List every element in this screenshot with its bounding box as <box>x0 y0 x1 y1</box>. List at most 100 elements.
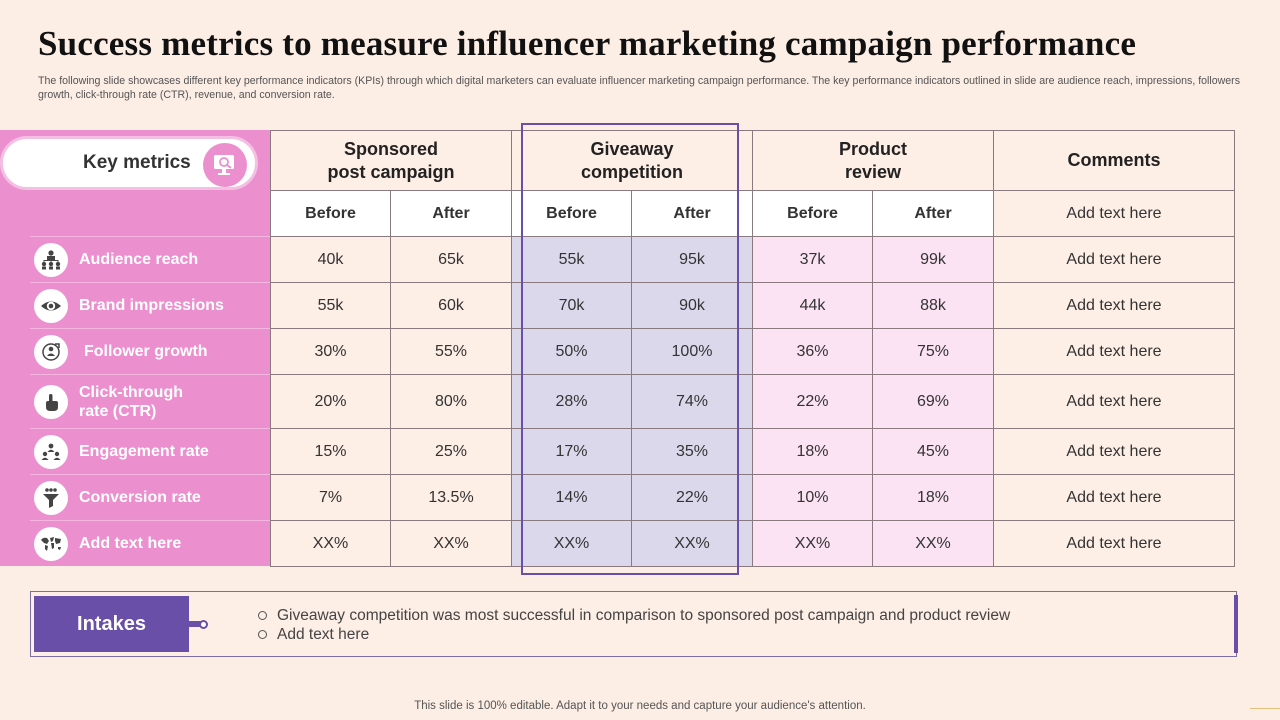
eye-icon <box>34 288 68 323</box>
value-cell: XX% <box>511 520 632 567</box>
value-cell: 37k <box>752 236 873 283</box>
header-product-review: Product review <box>752 130 994 191</box>
list-item: Add text here <box>256 625 1010 644</box>
value-cell: 20% <box>270 374 391 429</box>
comment-cell: Add text here <box>993 474 1235 521</box>
header-line: Product <box>838 138 907 159</box>
monitor-search-icon <box>203 143 247 187</box>
row-label-line1: Click-through <box>79 383 183 401</box>
people-group-icon <box>34 434 68 469</box>
comment-cell: Add text here <box>993 374 1235 429</box>
subheader-before: Before <box>270 190 391 237</box>
value-cell: 13.5% <box>390 474 512 521</box>
value-cell: 99k <box>872 236 994 283</box>
value-cell: 100% <box>631 328 753 375</box>
bullet-text: Giveaway competition was most successful… <box>277 607 1011 624</box>
value-cell: XX% <box>752 520 873 567</box>
value-cell: 75% <box>872 328 994 375</box>
row-label-line2: rate (CTR) <box>79 402 157 420</box>
slide-title: Success metrics to measure influencer ma… <box>38 24 1137 63</box>
bullet-text: Add text here <box>277 626 370 643</box>
intakes-label: Intakes <box>34 596 189 652</box>
corner-line <box>1250 708 1280 709</box>
subheader-after: After <box>631 190 753 237</box>
metrics-column <box>30 130 270 566</box>
value-cell: 22% <box>631 474 753 521</box>
value-cell: 40k <box>270 236 391 283</box>
header-line: post campaign <box>327 161 455 182</box>
row-label-follower-growth: Follower growth <box>30 328 270 374</box>
value-cell: 55% <box>390 328 512 375</box>
value-cell: 35% <box>631 428 753 475</box>
value-cell: XX% <box>631 520 753 567</box>
subheader-row: Before After Before After Before After A… <box>270 190 1235 237</box>
subheader-before: Before <box>752 190 873 237</box>
metrics-table: Sponsored post campaign Giveaway competiti… <box>270 130 1235 567</box>
value-cell: 44k <box>752 282 873 329</box>
bullet-circle-icon <box>258 630 267 639</box>
value-cell: 55k <box>270 282 391 329</box>
value-cell: 80% <box>390 374 512 429</box>
value-cell: 55k <box>511 236 632 283</box>
intakes-box <box>30 591 1237 657</box>
row-label-audience-reach: Audience reach <box>30 236 270 282</box>
comment-cell: Add text here <box>993 328 1235 375</box>
header-line: competition <box>581 161 683 182</box>
row-label-text: Brand impressions <box>79 297 224 314</box>
row-label-text: Engagement rate <box>79 443 209 460</box>
world-map-icon <box>34 526 68 561</box>
hand-pointer-icon <box>34 384 68 419</box>
left-accent-band <box>0 130 30 566</box>
subheader-after: After <box>390 190 512 237</box>
value-cell: 15% <box>270 428 391 475</box>
table-row: 55k 60k 70k 90k 44k 88k Add text here <box>270 282 1235 329</box>
intakes-connector <box>189 621 203 627</box>
header-line: Sponsored <box>343 138 438 159</box>
value-cell: 45% <box>872 428 994 475</box>
intakes-connector-dot <box>199 620 208 629</box>
footer-note: This slide is 100% editable. Adapt it to… <box>414 700 866 712</box>
header-comments: Comments <box>993 130 1235 191</box>
subheader-comment: Add text here <box>993 190 1235 237</box>
intakes-bullets: Giveaway competition was most successful… <box>256 606 1010 644</box>
value-cell: 22% <box>752 374 873 429</box>
slide-subtitle: The following slide showcases different … <box>38 75 1241 101</box>
table-row: 20% 80% 28% 74% 22% 69% Add text here <box>270 374 1235 429</box>
row-label-ctr: Click-through rate (CTR) <box>30 374 270 428</box>
row-label-add-text: Add text here <box>30 520 270 566</box>
value-cell: 7% <box>270 474 391 521</box>
funnel-icon <box>34 480 68 515</box>
header-giveaway: Giveaway competition <box>511 130 753 191</box>
value-cell: XX% <box>390 520 512 567</box>
value-cell: 36% <box>752 328 873 375</box>
table-row: 40k 65k 55k 95k 37k 99k Add text here <box>270 236 1235 283</box>
value-cell: 14% <box>511 474 632 521</box>
value-cell: 60k <box>390 282 512 329</box>
value-cell: 18% <box>752 428 873 475</box>
table-row: 7% 13.5% 14% 22% 10% 18% Add text here <box>270 474 1235 521</box>
row-label-engagement-rate: Engagement rate <box>30 428 270 474</box>
header-line: Giveaway <box>590 138 674 159</box>
value-cell: 74% <box>631 374 753 429</box>
bullet-circle-icon <box>258 611 267 620</box>
table-header-row: Sponsored post campaign Giveaway competiti… <box>270 130 1235 191</box>
table-row: XX% XX% XX% XX% XX% XX% Add text here <box>270 520 1235 567</box>
key-metrics-pill: Key metrics <box>0 136 258 190</box>
value-cell: 17% <box>511 428 632 475</box>
row-label-text: Add text here <box>79 535 182 552</box>
value-cell: 70k <box>511 282 632 329</box>
table-row: 15% 25% 17% 35% 18% 45% Add text here <box>270 428 1235 475</box>
value-cell: 18% <box>872 474 994 521</box>
value-cell: 88k <box>872 282 994 329</box>
value-cell: 65k <box>390 236 512 283</box>
value-cell: 95k <box>631 236 753 283</box>
growth-icon <box>34 334 68 369</box>
value-cell: 10% <box>752 474 873 521</box>
table-row: 30% 55% 50% 100% 36% 75% Add text here <box>270 328 1235 375</box>
row-label-brand-impressions: Brand impressions <box>30 282 270 328</box>
value-cell: 28% <box>511 374 632 429</box>
subheader-before: Before <box>511 190 632 237</box>
row-label-text: Follower growth <box>84 343 208 360</box>
row-label-text: Conversion rate <box>79 489 201 506</box>
value-cell: 25% <box>390 428 512 475</box>
